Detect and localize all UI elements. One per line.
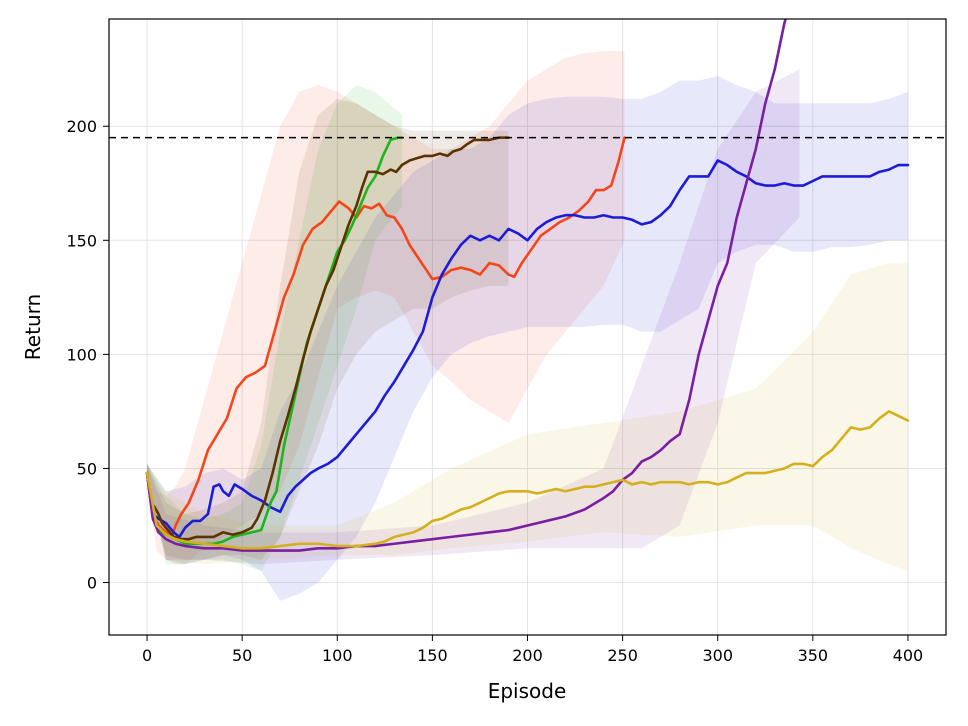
grid-lines	[109, 19, 946, 635]
confidence-band-2	[147, 76, 908, 601]
y-axis-label: Return	[21, 294, 45, 360]
series-line-3	[145, 136, 404, 546]
series-line-1	[145, 136, 626, 539]
series-line-4	[145, 136, 510, 541]
confidence-band-3	[147, 85, 402, 572]
series-line-2	[145, 159, 910, 539]
y-tick-label: 200	[66, 117, 97, 136]
y-tick-label: 100	[66, 345, 97, 364]
confidence-band-1	[147, 50, 625, 565]
y-tick-label: 0	[87, 574, 97, 593]
series-lines	[145, 19, 910, 552]
x-tick-label: 250	[607, 646, 638, 665]
x-tick-label: 0	[142, 646, 152, 665]
x-axis-ticks: 0 50 100 150 200 250 300 350 400	[142, 635, 923, 665]
confidence-band-6	[147, 263, 908, 572]
series-line-6	[145, 410, 910, 550]
x-tick-label: 100	[322, 646, 353, 665]
x-tick-label: 50	[232, 646, 252, 665]
x-axis-label: Episode	[488, 679, 567, 703]
x-tick-label: 200	[512, 646, 543, 665]
confidence-band-5	[147, 69, 800, 565]
y-tick-label: 150	[66, 231, 97, 250]
confidence-bands	[147, 50, 908, 601]
x-tick-label: 300	[702, 646, 733, 665]
x-tick-label: 350	[798, 646, 829, 665]
x-tick-label: 400	[893, 646, 924, 665]
y-tick-label: 50	[77, 459, 97, 478]
y-axis-ticks: 0 50 100 150 200	[66, 117, 109, 593]
x-tick-label: 150	[417, 646, 448, 665]
confidence-band-4	[147, 98, 509, 560]
series-line-5	[145, 19, 787, 552]
